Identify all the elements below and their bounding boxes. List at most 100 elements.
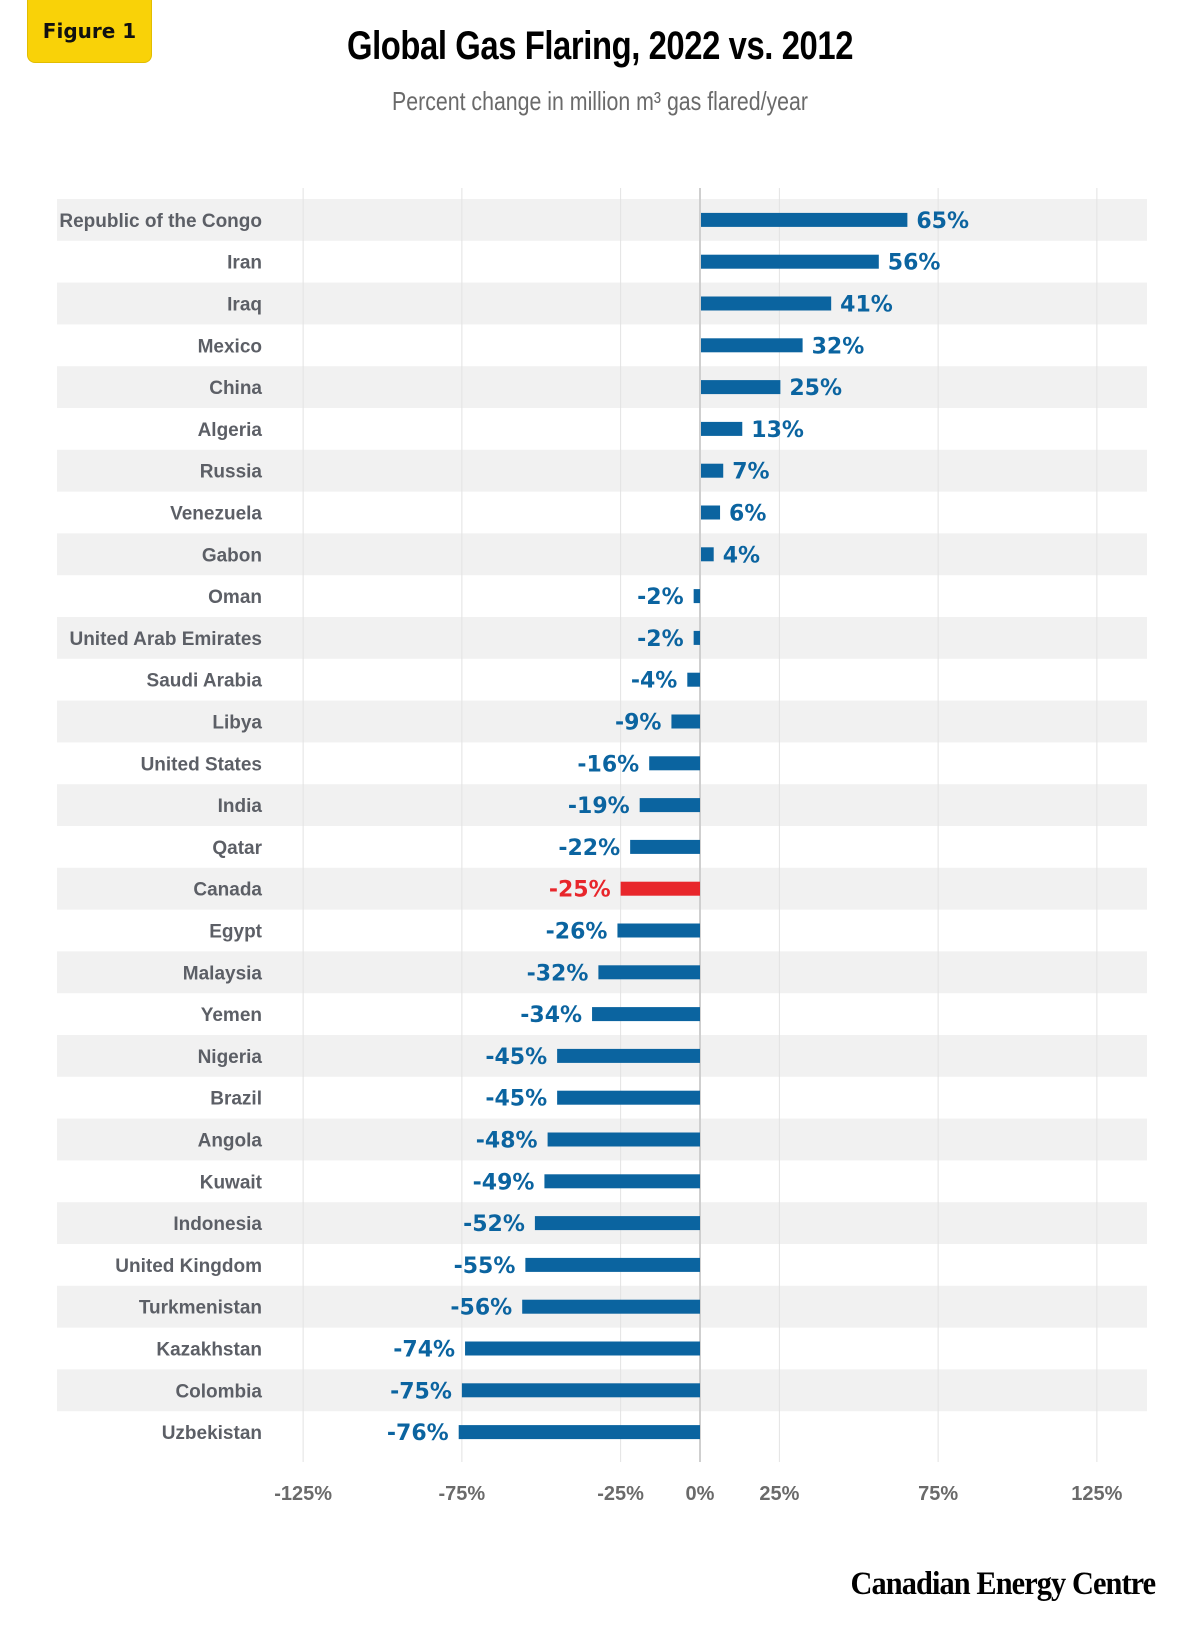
category-label: United States [141, 754, 262, 775]
row-band [57, 533, 1147, 576]
chart-title: Global Gas Flaring, 2022 vs. 2012 [346, 24, 854, 68]
x-tick-label: 0% [686, 1483, 715, 1505]
bar [671, 714, 700, 729]
category-label: Saudi Arabia [147, 671, 263, 692]
value-label: -52% [463, 1212, 525, 1237]
category-label: Oman [208, 587, 262, 608]
value-label: -56% [450, 1296, 512, 1321]
x-tick-label: -25% [597, 1483, 644, 1505]
bar [701, 338, 803, 353]
x-tick-label: 25% [759, 1483, 799, 1505]
bar [630, 839, 700, 854]
value-label: -49% [473, 1170, 535, 1195]
canadian-energy-centre-logo: Canadian Energy Centre [850, 1566, 1156, 1602]
row-band [57, 366, 1147, 408]
value-label: 13% [751, 418, 804, 443]
category-label: Iraq [227, 295, 262, 316]
bar [701, 505, 721, 520]
value-label: -9% [615, 711, 661, 736]
gridlines [302, 188, 1098, 1462]
bar [465, 1341, 700, 1356]
value-label: 41% [840, 293, 893, 318]
bar [701, 421, 743, 436]
row-band [57, 199, 1147, 241]
value-label: -4% [631, 669, 677, 694]
value-label: 6% [729, 502, 766, 527]
row-band [57, 282, 1147, 325]
bar [547, 1132, 700, 1147]
value-label: -45% [485, 1087, 547, 1112]
bar [620, 881, 700, 896]
value-label: 25% [789, 376, 842, 401]
bar [693, 589, 700, 604]
value-label: -2% [637, 585, 683, 610]
bar [458, 1425, 700, 1440]
row-band [57, 617, 1147, 659]
x-tick-label: 125% [1071, 1483, 1122, 1505]
value-label: 32% [812, 334, 865, 359]
bar [701, 296, 832, 311]
value-label: 65% [916, 209, 969, 234]
value-label: -75% [390, 1379, 452, 1404]
x-tick-label: -125% [274, 1483, 332, 1505]
category-label: India [218, 796, 263, 817]
bar [701, 547, 714, 562]
bars [458, 212, 908, 1440]
category-label: China [209, 378, 262, 399]
category-label: Brazil [210, 1089, 262, 1110]
category-label: Yemen [201, 1005, 262, 1026]
x-tick-label: -75% [439, 1483, 486, 1505]
value-label: -76% [387, 1421, 449, 1446]
category-label: Iran [227, 253, 262, 274]
category-label: Republic of the Congo [59, 211, 262, 232]
value-label: -19% [568, 794, 630, 819]
bar [693, 630, 700, 645]
category-label: Indonesia [173, 1214, 262, 1235]
bar [687, 672, 700, 687]
category-label: Kuwait [200, 1172, 263, 1193]
category-label: Egypt [209, 922, 262, 943]
bar [557, 1090, 700, 1105]
bar [592, 1007, 700, 1022]
bar [557, 1048, 700, 1063]
bar [701, 254, 879, 269]
bar [617, 923, 700, 938]
value-label: -55% [454, 1254, 516, 1279]
x-tick-label: 75% [918, 1483, 958, 1505]
bar [598, 965, 700, 980]
bar [525, 1257, 700, 1272]
value-label: -16% [577, 752, 639, 777]
bar [701, 212, 908, 227]
value-label: 7% [732, 460, 769, 485]
category-label: Colombia [175, 1381, 262, 1402]
category-label: Venezuela [170, 504, 262, 525]
chart-subtitle: Percent change in million m³ gas flared/… [392, 86, 808, 116]
category-label: Malaysia [183, 963, 263, 984]
value-label: -32% [527, 961, 589, 986]
x-axis-ticks: -125% -75% -25% 0% 25% 75% 125% [274, 1483, 1122, 1505]
category-label: United Kingdom [115, 1256, 262, 1277]
value-label: 56% [888, 251, 941, 276]
bar [534, 1216, 700, 1231]
bar [649, 756, 700, 771]
value-label: -48% [476, 1129, 538, 1154]
row-band [57, 867, 1147, 910]
bar [701, 380, 781, 395]
figure-badge-label: Figure 1 [42, 19, 137, 43]
value-label: -34% [520, 1003, 582, 1028]
value-label: -25% [549, 878, 611, 903]
category-label: United Arab Emirates [69, 629, 262, 650]
category-label: Nigeria [198, 1047, 263, 1068]
category-label: Libya [212, 713, 262, 734]
value-label: -22% [558, 836, 620, 861]
bar [701, 463, 724, 478]
value-label: -45% [485, 1045, 547, 1070]
value-label: 4% [723, 543, 760, 568]
category-label: Algeria [198, 420, 263, 441]
category-label: Angola [198, 1131, 263, 1152]
bar [461, 1383, 700, 1398]
value-labels: 65% 56% 41% 32% 25% 13% 7% 6% 4% -2% -2% -4% -9% -16%… [387, 209, 969, 1446]
category-label: Mexico [198, 336, 262, 357]
category-label: Uzbekistan [162, 1423, 262, 1444]
